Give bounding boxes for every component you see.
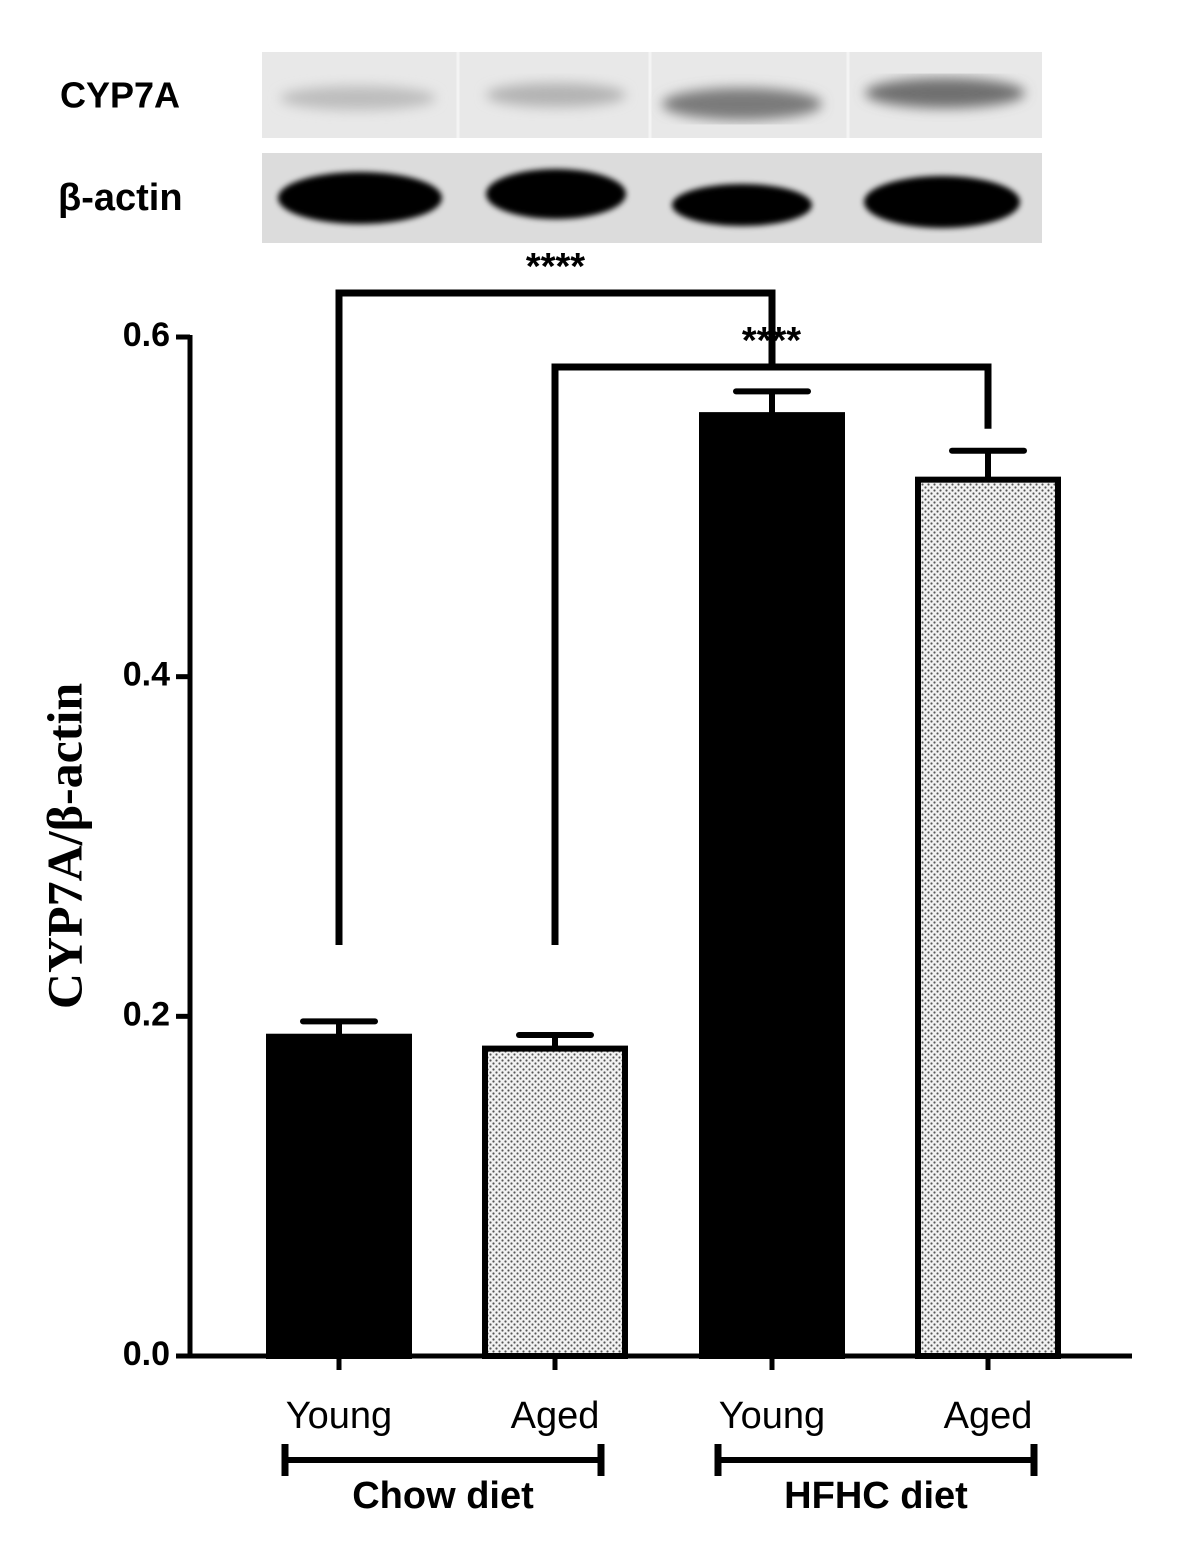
significance-bracket <box>551 363 992 945</box>
y-tick-label: 0.0 <box>123 1335 170 1373</box>
blot-label: CYP7A <box>60 75 180 116</box>
x-tick-label: Aged <box>511 1395 600 1437</box>
western-blot <box>262 52 1042 243</box>
y-axis-title: CYP7A/β-actin <box>36 683 92 1009</box>
x-tick-label: Aged <box>944 1395 1033 1437</box>
group-label: Chow diet <box>352 1475 534 1517</box>
y-tick-label: 0.4 <box>123 656 170 694</box>
blot-label: β-actin <box>58 177 183 219</box>
bar <box>915 476 1061 1360</box>
significance-label: **** <box>742 320 801 362</box>
bar <box>699 412 845 1359</box>
significance-bracket <box>335 289 776 945</box>
bar <box>266 1033 412 1360</box>
significance-label: **** <box>526 246 585 288</box>
y-tick-label: 0.2 <box>123 995 170 1033</box>
group-label: HFHC diet <box>784 1475 968 1517</box>
y-tick-label: 0.6 <box>123 316 170 354</box>
bar <box>482 1045 628 1360</box>
x-tick-label: Young <box>719 1395 825 1437</box>
x-tick-label: Young <box>286 1395 392 1437</box>
